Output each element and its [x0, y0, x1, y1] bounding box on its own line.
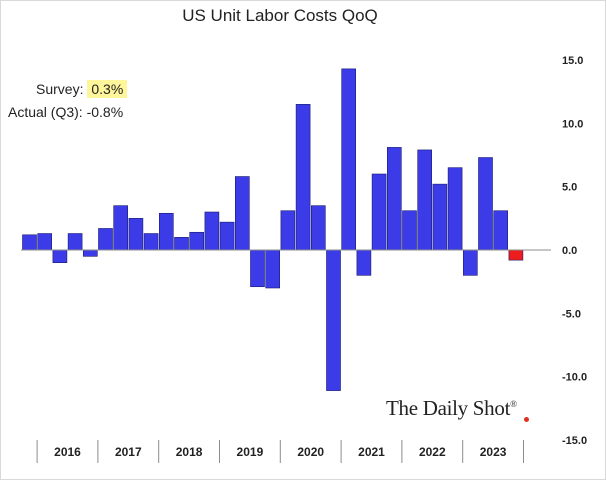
y-tick-label: 10.0	[562, 118, 583, 130]
bar	[52, 249, 68, 263]
bar	[386, 147, 402, 251]
bar	[83, 249, 98, 257]
axes: 15.0 10.0 5.0 0.0 -5.0 -10.0 -15.0 2016 2017 2018…	[21, 55, 587, 463]
bar	[22, 234, 37, 251]
bar	[265, 249, 281, 289]
bar	[67, 233, 83, 251]
bar	[417, 149, 433, 251]
brand-dot-icon	[524, 417, 529, 422]
x-tick-label: 2017	[115, 445, 142, 459]
bar	[462, 249, 478, 276]
brand-logo: The Daily Shot®	[386, 396, 517, 421]
x-tick-label: 2022	[419, 445, 446, 459]
y-tick-label: -15.0	[562, 435, 587, 447]
bar	[189, 231, 204, 251]
actual-label: Actual (Q3):	[8, 104, 83, 120]
bar	[143, 233, 159, 251]
bar	[98, 228, 113, 251]
y-tick-label: -5.0	[562, 308, 581, 320]
bar	[280, 210, 296, 251]
bar	[326, 249, 341, 391]
x-tick-label: 2020	[297, 445, 324, 459]
bar	[310, 205, 326, 251]
bar	[341, 68, 357, 251]
x-tick-label: 2016	[54, 445, 81, 459]
bar	[159, 212, 174, 251]
bar	[113, 205, 128, 251]
bar	[295, 104, 311, 251]
bar	[235, 176, 250, 251]
y-tick-label: 5.0	[562, 182, 577, 194]
bar	[219, 221, 235, 251]
brand-name: The Daily Shot	[386, 396, 511, 420]
bar	[174, 237, 189, 251]
y-tick-label: -10.0	[562, 372, 587, 384]
bar	[447, 167, 463, 251]
bar	[356, 249, 372, 276]
y-tick-label: 15.0	[562, 55, 583, 67]
y-tick-label: 0.0	[562, 245, 577, 257]
bar	[493, 210, 509, 251]
bar	[128, 218, 144, 251]
x-tick-label: 2023	[480, 445, 507, 459]
bar	[371, 173, 387, 251]
actual-annotation: Actual (Q3): -0.8%	[8, 104, 123, 120]
x-tick-label: 2019	[237, 445, 264, 459]
bar	[204, 211, 220, 251]
bar	[402, 210, 417, 251]
bar-series	[22, 68, 524, 391]
bar	[432, 183, 448, 251]
bar-highlight	[508, 249, 524, 261]
bar	[478, 157, 493, 251]
bar	[37, 233, 53, 251]
x-tick-label: 2018	[176, 445, 203, 459]
survey-value: 0.3%	[87, 80, 128, 98]
bar	[250, 249, 265, 288]
chart-title: US Unit Labor Costs QoQ	[182, 6, 378, 25]
survey-annotation: Survey: 0.3%	[36, 80, 128, 98]
brand-mark: ®	[510, 399, 517, 409]
x-tick-label: 2021	[358, 445, 385, 459]
survey-label: Survey:	[36, 81, 84, 97]
actual-value: -0.8%	[86, 104, 124, 120]
